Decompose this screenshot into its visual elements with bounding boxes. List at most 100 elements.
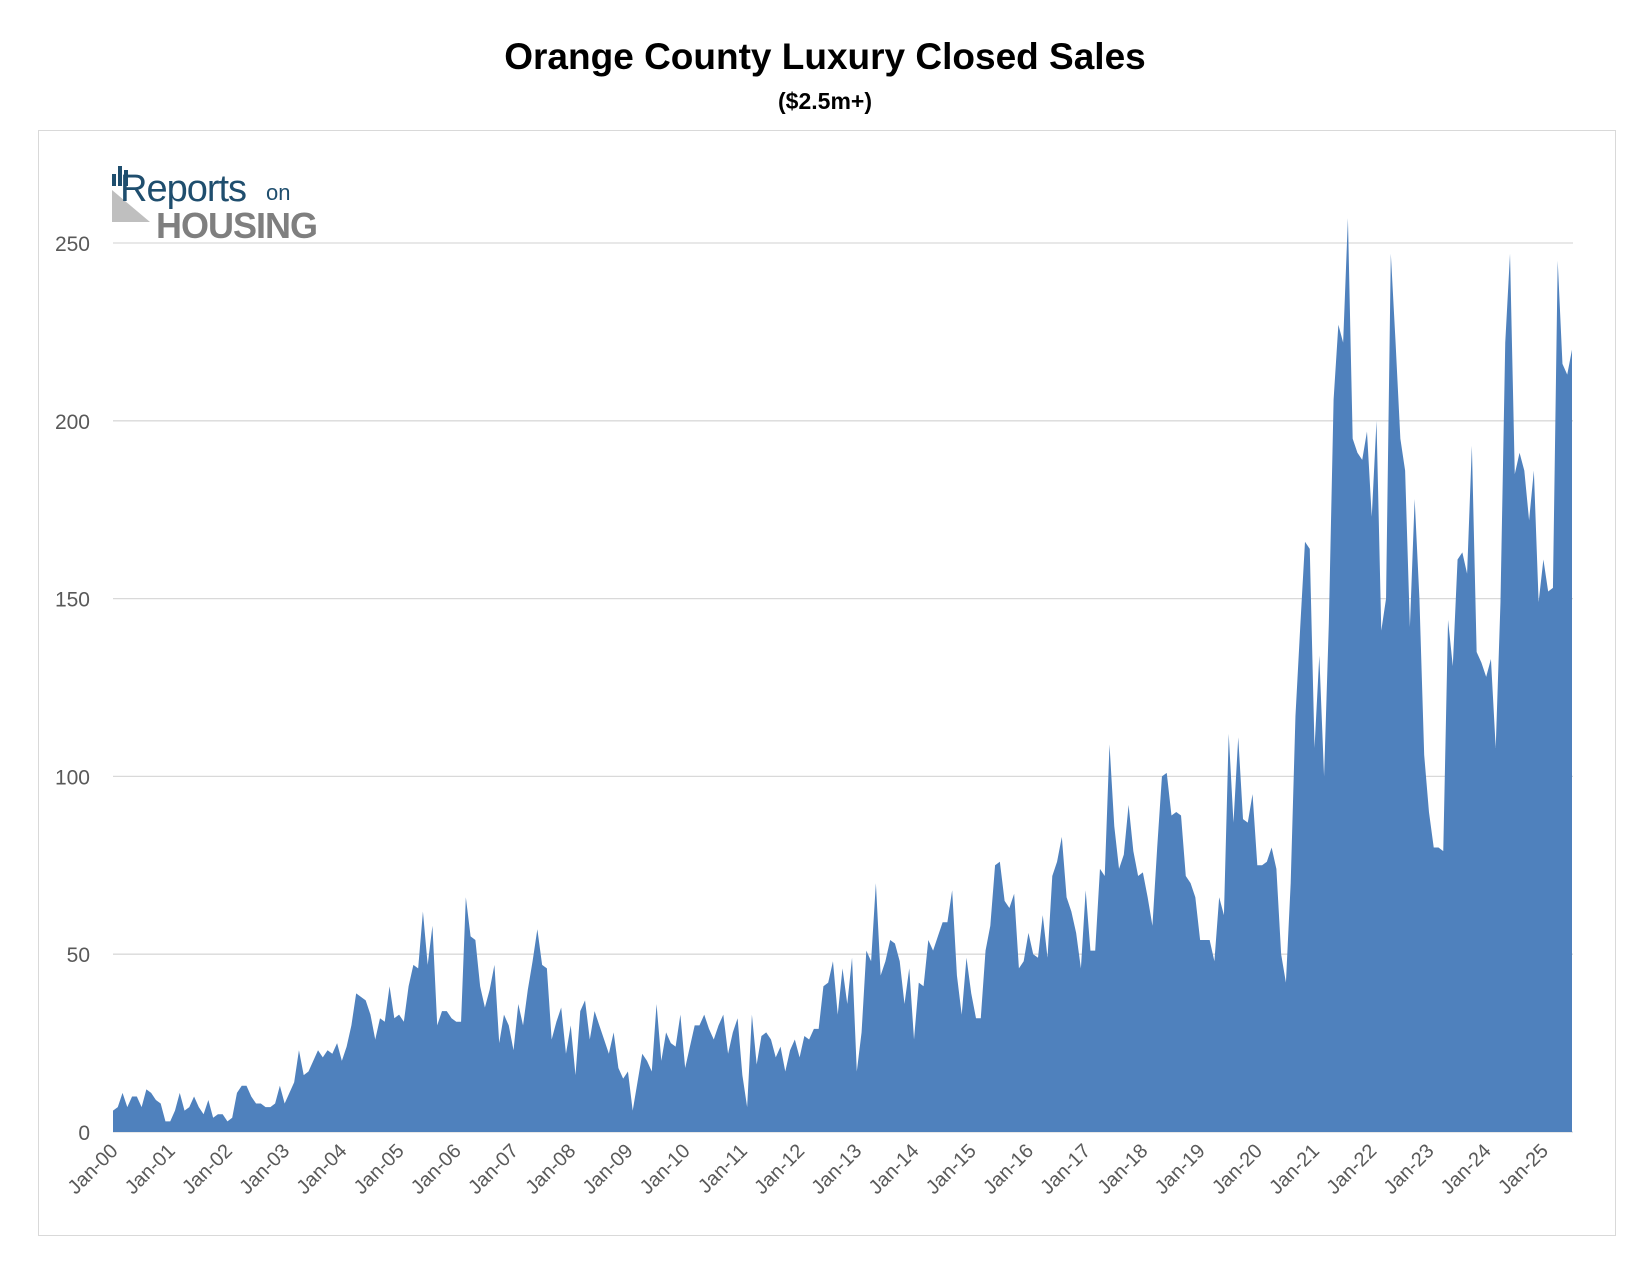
data-point <box>1352 438 1354 440</box>
data-point <box>1085 889 1087 891</box>
data-point <box>532 960 534 962</box>
logo-housing-text: HOUSING <box>156 205 317 246</box>
data-point <box>1218 896 1220 898</box>
x-tick-label: Jan-07 <box>464 1140 523 1199</box>
data-point <box>551 1039 553 1041</box>
data-point <box>1023 960 1025 962</box>
data-point <box>360 996 362 998</box>
data-point <box>603 1039 605 1041</box>
data-point <box>1228 733 1230 735</box>
data-point <box>1519 452 1521 454</box>
data-point <box>341 1060 343 1062</box>
data-point <box>956 975 958 977</box>
data-point <box>946 921 948 923</box>
data-point <box>875 882 877 884</box>
data-point <box>1528 519 1530 521</box>
data-point <box>1471 445 1473 447</box>
data-point <box>427 964 429 966</box>
data-point <box>241 1085 243 1087</box>
data-point <box>722 1014 724 1016</box>
data-point <box>822 985 824 987</box>
data-point <box>336 1042 338 1044</box>
data-point <box>522 1024 524 1026</box>
data-point <box>675 1046 677 1048</box>
data-point <box>369 1014 371 1016</box>
data-point <box>989 925 991 927</box>
data-point <box>913 1039 915 1041</box>
data-point <box>1242 818 1244 820</box>
data-point <box>718 1024 720 1026</box>
x-tick-label: Jan-04 <box>293 1140 352 1199</box>
data-point <box>951 889 953 891</box>
data-point <box>374 1039 376 1041</box>
y-tick-label: 200 <box>55 411 90 434</box>
data-point <box>527 989 529 991</box>
x-tick-label: Jan-17 <box>1036 1140 1095 1199</box>
data-point <box>1275 868 1277 870</box>
data-point <box>288 1092 290 1094</box>
data-point <box>1285 982 1287 984</box>
data-point <box>1390 253 1392 255</box>
data-point <box>903 1003 905 1005</box>
data-point <box>393 1017 395 1019</box>
data-point <box>455 1021 457 1023</box>
data-point <box>884 960 886 962</box>
data-point <box>217 1113 219 1115</box>
data-point <box>246 1085 248 1087</box>
data-point <box>489 989 491 991</box>
data-point <box>1271 847 1273 849</box>
data-point <box>737 1017 739 1019</box>
data-point <box>1514 473 1516 475</box>
data-point <box>689 1046 691 1048</box>
data-point <box>780 1046 782 1048</box>
data-point <box>179 1092 181 1094</box>
data-point <box>503 1014 505 1016</box>
data-point <box>918 982 920 984</box>
data-point <box>732 1031 734 1033</box>
logo-reports-text: Reports <box>120 168 246 210</box>
data-point <box>660 1060 662 1062</box>
data-point <box>818 1028 820 1030</box>
data-point <box>1089 950 1091 952</box>
x-tick-label: Jan-12 <box>750 1140 809 1199</box>
data-point <box>679 1014 681 1016</box>
data-point <box>1104 875 1106 877</box>
data-point <box>327 1049 329 1051</box>
data-point <box>1027 932 1029 934</box>
data-point <box>1304 541 1306 543</box>
data-point <box>546 967 548 969</box>
data-point <box>746 1106 748 1108</box>
data-point <box>694 1024 696 1026</box>
data-point <box>846 1003 848 1005</box>
x-tick-label: Jan-08 <box>521 1140 580 1199</box>
data-point <box>932 950 934 952</box>
data-point <box>646 1060 648 1062</box>
data-point <box>422 911 424 913</box>
data-point <box>1323 775 1325 777</box>
data-point <box>698 1024 700 1026</box>
data-point <box>856 1071 858 1073</box>
data-point <box>894 943 896 945</box>
data-point <box>636 1081 638 1083</box>
data-point <box>293 1081 295 1083</box>
data-point <box>1280 953 1282 955</box>
data-point <box>1552 587 1554 589</box>
data-point <box>269 1106 271 1108</box>
data-point <box>150 1092 152 1094</box>
data-point <box>1004 900 1006 902</box>
x-tick-label: Jan-18 <box>1094 1140 1153 1199</box>
data-point <box>307 1071 309 1073</box>
data-point <box>832 960 834 962</box>
data-point <box>1147 896 1149 898</box>
data-point <box>908 967 910 969</box>
data-point <box>1290 882 1292 884</box>
data-point <box>770 1039 772 1041</box>
data-point <box>274 1103 276 1105</box>
x-tick-label: Jan-02 <box>178 1140 237 1199</box>
data-point <box>923 985 925 987</box>
data-point <box>1252 793 1254 795</box>
x-tick-label: Jan-10 <box>636 1140 695 1199</box>
data-point <box>1042 914 1044 916</box>
data-point <box>1504 342 1506 344</box>
x-tick-label: Jan-00 <box>64 1140 123 1199</box>
